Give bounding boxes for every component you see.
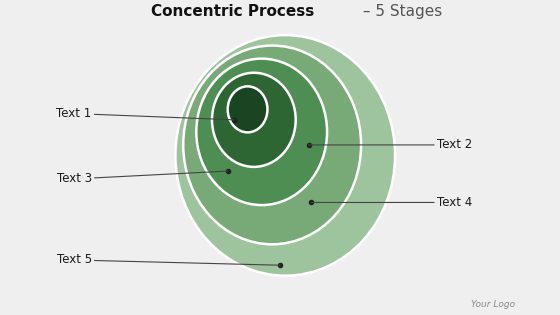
Text: Text 2: Text 2 xyxy=(309,138,472,152)
Text: Text 5: Text 5 xyxy=(57,254,280,266)
Text: Text 3: Text 3 xyxy=(57,171,228,186)
Text: Your Logo: Your Logo xyxy=(471,300,515,309)
Ellipse shape xyxy=(197,59,327,205)
Ellipse shape xyxy=(183,46,361,244)
Ellipse shape xyxy=(228,86,268,132)
Text: – 5 Stages: – 5 Stages xyxy=(358,4,442,19)
Text: Text 1: Text 1 xyxy=(57,107,234,120)
Ellipse shape xyxy=(175,35,395,276)
Text: Concentric Process: Concentric Process xyxy=(151,4,315,19)
Ellipse shape xyxy=(212,73,296,167)
Text: Text 4: Text 4 xyxy=(311,196,472,209)
